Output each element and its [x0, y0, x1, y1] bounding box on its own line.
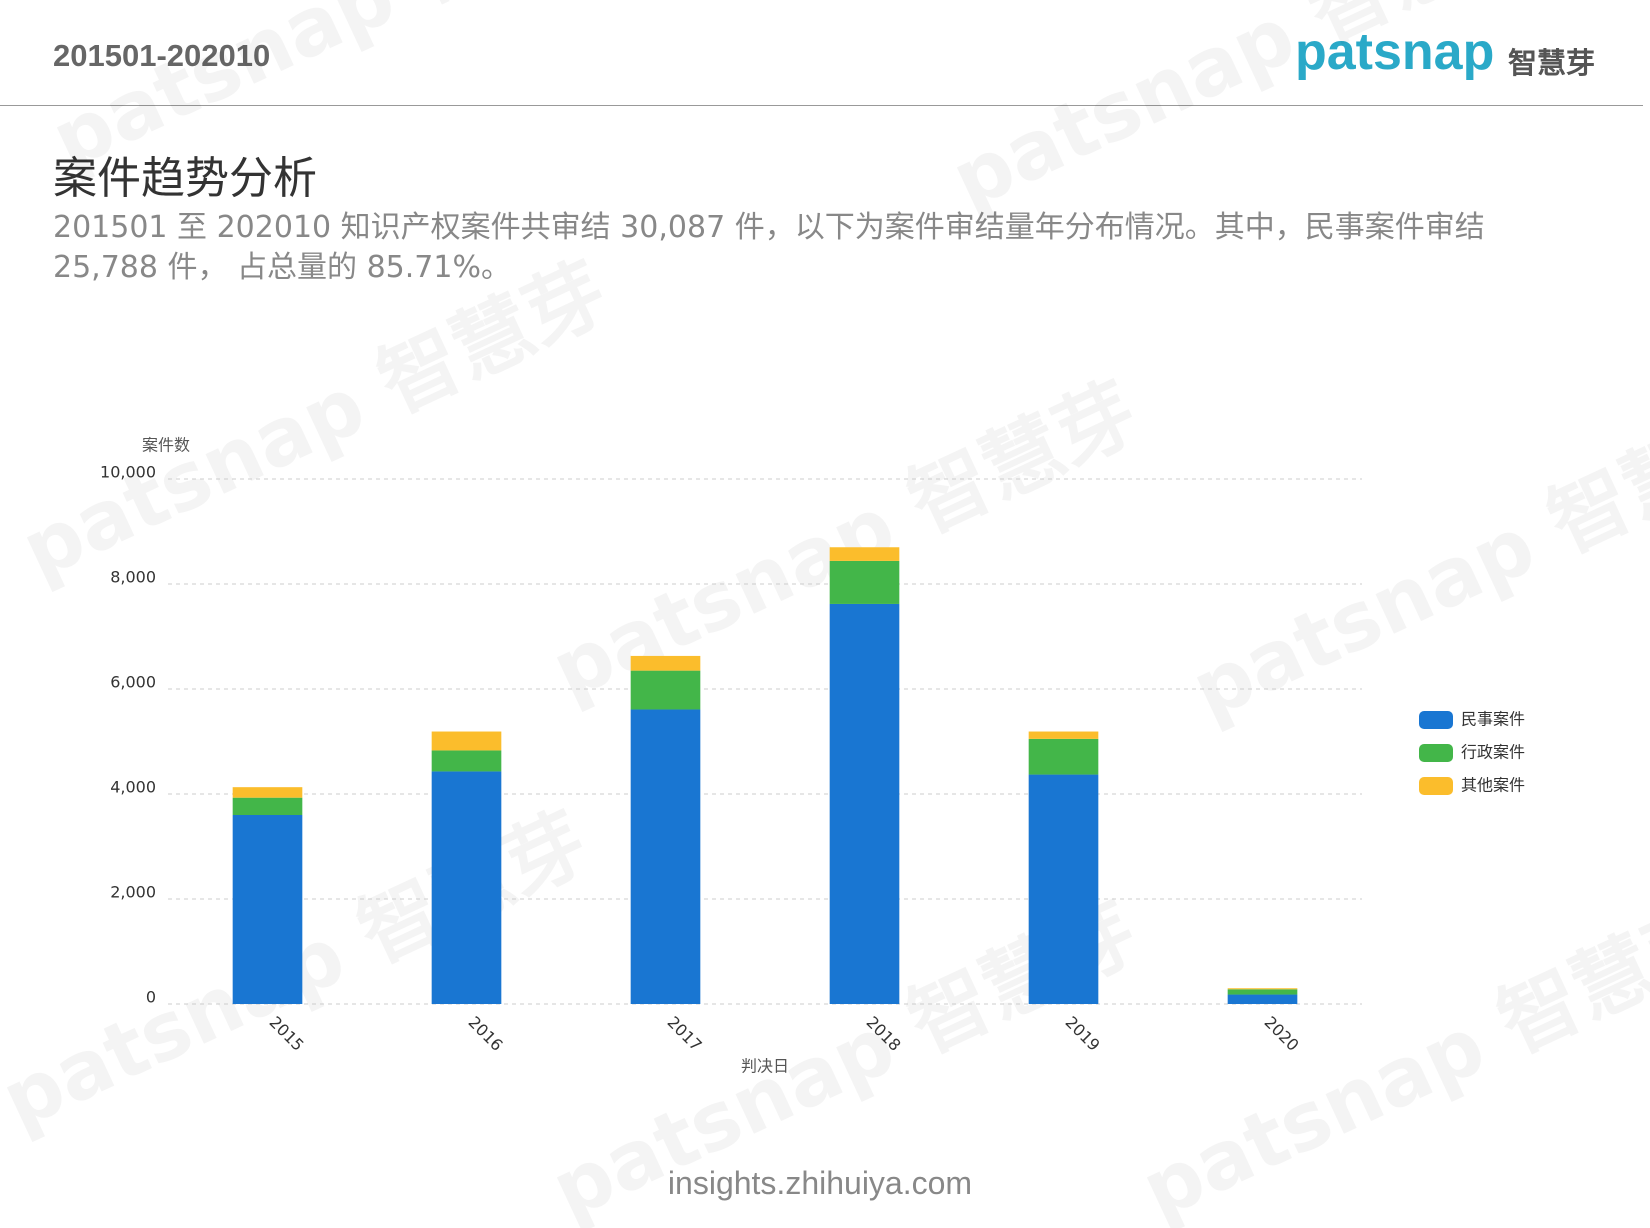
section-title: 案件趋势分析 — [53, 153, 317, 204]
legend-label: 其他案件 — [1461, 776, 1525, 795]
bar-segment — [232, 815, 303, 1004]
x-tick-label: 2020 — [1260, 1013, 1302, 1055]
y-axis-label: 案件数 — [142, 436, 190, 455]
watermark: patsnap 智慧芽 — [8, 245, 621, 597]
bar-segment — [630, 709, 701, 1004]
y-tick-label: 4,000 — [110, 778, 156, 797]
y-tick-label: 2,000 — [110, 883, 156, 902]
bar-segment — [829, 603, 900, 1004]
legend-swatch — [1419, 711, 1453, 729]
bar-segment — [1227, 988, 1298, 990]
legend-swatch — [1419, 777, 1453, 795]
y-tick-label: 0 — [146, 988, 156, 1007]
description: 201501 至 202010 知识产权案件共审结 30,087 件，以下为案件… — [53, 210, 1485, 285]
bar-segment — [1028, 774, 1099, 1004]
bar-segment — [829, 560, 900, 604]
watermark: patsnap 智慧芽 — [38, 0, 651, 187]
logo: patsnap — [1295, 23, 1495, 81]
x-tick-label: 2017 — [663, 1013, 705, 1055]
bar-segment — [829, 547, 900, 561]
y-tick-label: 10,000 — [100, 463, 156, 482]
watermark: patsnap 智慧芽 — [1178, 385, 1650, 737]
legend-label: 民事案件 — [1461, 710, 1525, 729]
bar-segment — [1227, 989, 1298, 995]
bar-segment — [431, 731, 502, 751]
period: 201501-202010 — [53, 38, 271, 73]
bar-segment — [1028, 738, 1099, 775]
bar-segment — [1028, 731, 1099, 739]
bar-segment — [232, 797, 303, 815]
bar-segment — [431, 771, 502, 1004]
y-tick-label: 6,000 — [110, 673, 156, 692]
x-tick-label: 2016 — [464, 1013, 506, 1055]
header-rule — [0, 105, 1643, 106]
y-tick-label: 8,000 — [110, 568, 156, 587]
watermark: patsnap 智慧芽 — [938, 0, 1551, 227]
legend-swatch — [1419, 744, 1453, 762]
footer: insights.zhihuiya.com — [667, 1165, 973, 1201]
x-axis-label: 判决日 — [741, 1057, 789, 1076]
bar-segment — [1227, 994, 1298, 1004]
legend-label: 行政案件 — [1461, 743, 1525, 762]
x-tick-label: 2019 — [1061, 1013, 1103, 1055]
bar-segment — [232, 787, 303, 798]
bar-segment — [431, 750, 502, 772]
bar-segment — [630, 655, 701, 671]
logo-cn: 智慧芽 — [1508, 46, 1596, 80]
bar-segment — [630, 670, 701, 710]
